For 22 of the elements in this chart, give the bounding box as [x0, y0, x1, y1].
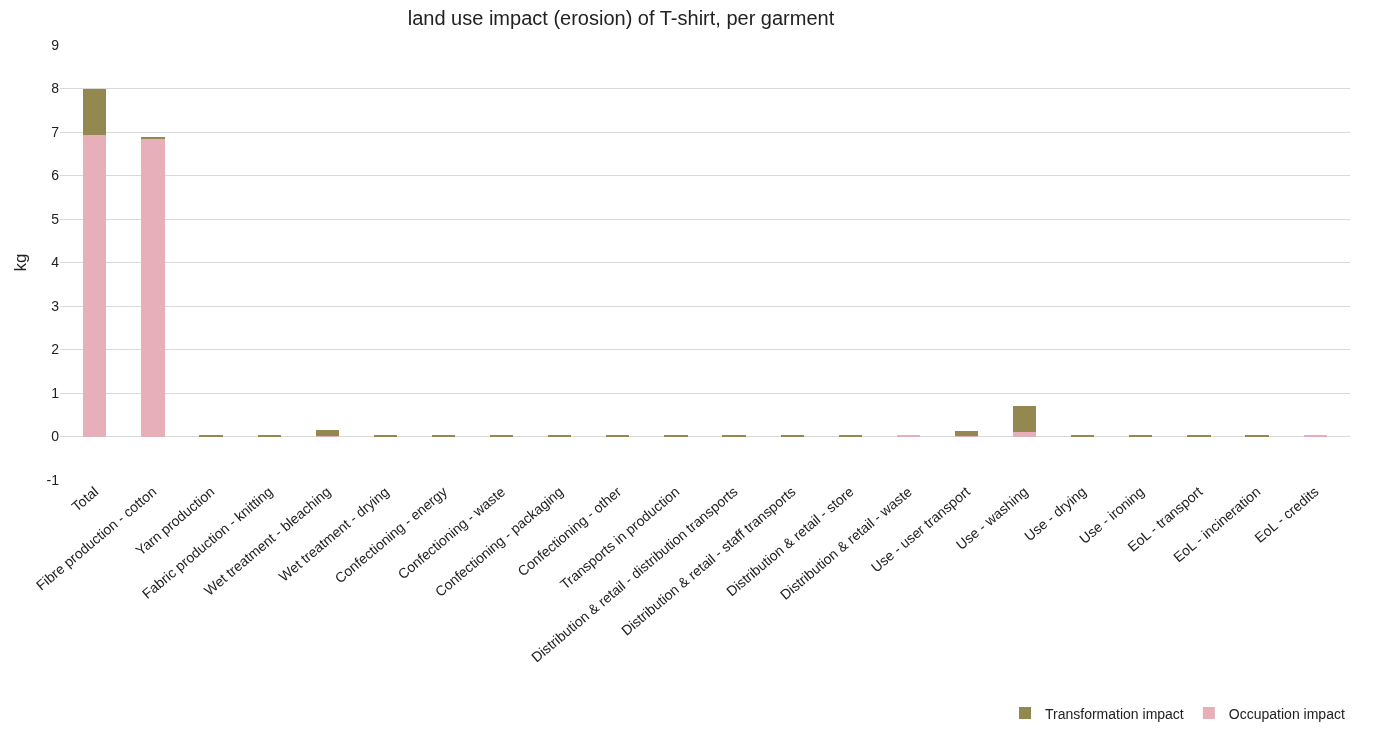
y-tick-label: 3 — [51, 297, 60, 314]
y-tick-label: 4 — [51, 254, 60, 271]
y-tick-label: 9 — [51, 36, 60, 53]
y-axis-title: kg — [11, 253, 31, 272]
bar — [141, 138, 165, 437]
y-tick-label: 7 — [51, 123, 60, 140]
bar — [1012, 432, 1037, 437]
bar — [83, 88, 107, 136]
bar — [315, 429, 339, 437]
y-tick-label: 5 — [51, 210, 60, 227]
y-tick-label: 0 — [51, 428, 60, 445]
bar — [83, 135, 107, 437]
y-tick-label: 8 — [51, 80, 60, 97]
bar — [1012, 406, 1037, 433]
legend-label: Transformation impact — [1045, 705, 1184, 722]
legend-label: Occupation impact — [1228, 705, 1345, 722]
bar — [954, 430, 979, 437]
y-tick-label: 6 — [51, 167, 60, 184]
y-tick-label: 2 — [51, 341, 60, 358]
y-tick-label: -1 — [46, 471, 60, 488]
y-tick-label: 1 — [51, 384, 60, 401]
chart-title: land use impact (erosion) of T-shirt, per garment — [407, 7, 835, 30]
